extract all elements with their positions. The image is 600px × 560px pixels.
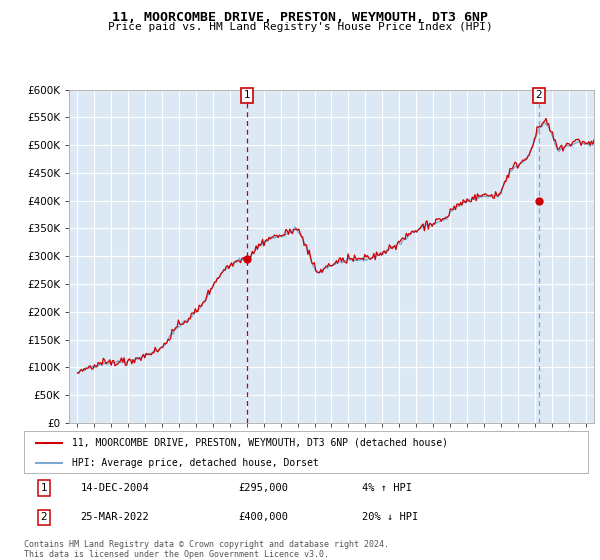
Text: £295,000: £295,000 (238, 483, 289, 493)
Text: 2: 2 (40, 512, 47, 522)
Text: 25-MAR-2022: 25-MAR-2022 (80, 512, 149, 522)
Text: 20% ↓ HPI: 20% ↓ HPI (362, 512, 419, 522)
Text: 4% ↑ HPI: 4% ↑ HPI (362, 483, 412, 493)
Text: 1: 1 (40, 483, 47, 493)
Text: £400,000: £400,000 (238, 512, 289, 522)
Text: Contains HM Land Registry data © Crown copyright and database right 2024.
This d: Contains HM Land Registry data © Crown c… (24, 540, 389, 559)
Text: Price paid vs. HM Land Registry's House Price Index (HPI): Price paid vs. HM Land Registry's House … (107, 22, 493, 32)
Text: 11, MOORCOMBE DRIVE, PRESTON, WEYMOUTH, DT3 6NP (detached house): 11, MOORCOMBE DRIVE, PRESTON, WEYMOUTH, … (72, 437, 448, 447)
Text: HPI: Average price, detached house, Dorset: HPI: Average price, detached house, Dors… (72, 458, 319, 468)
Text: 2: 2 (536, 90, 542, 100)
Text: 1: 1 (244, 90, 250, 100)
Text: 11, MOORCOMBE DRIVE, PRESTON, WEYMOUTH, DT3 6NP: 11, MOORCOMBE DRIVE, PRESTON, WEYMOUTH, … (112, 11, 488, 24)
Text: 14-DEC-2004: 14-DEC-2004 (80, 483, 149, 493)
